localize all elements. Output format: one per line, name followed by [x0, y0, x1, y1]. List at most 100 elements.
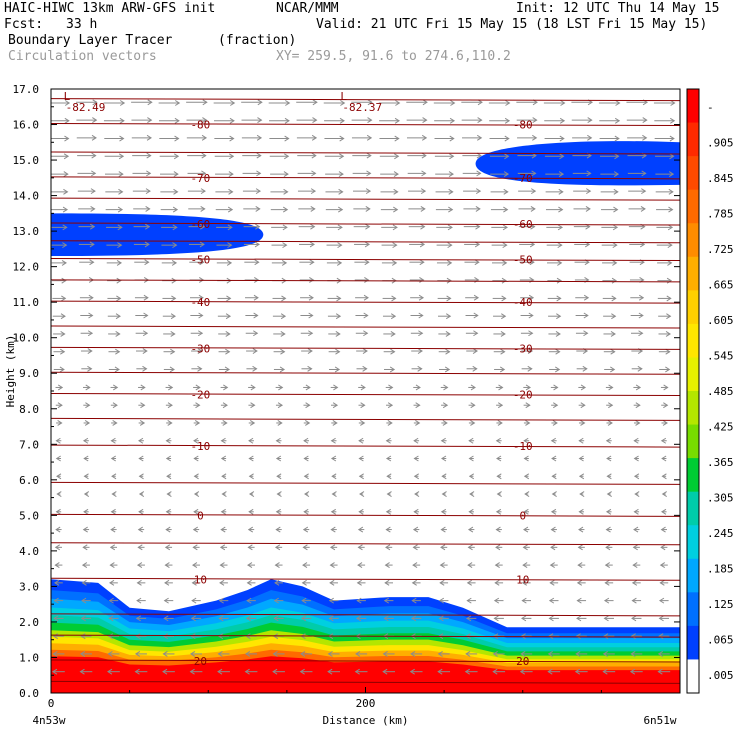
vector-head — [547, 668, 553, 675]
vector-head — [138, 508, 144, 515]
circulation-vector — [134, 294, 149, 301]
vector-head — [362, 365, 368, 372]
circulation-vector — [439, 562, 448, 569]
colorbar-swatch — [687, 625, 699, 660]
vector-head — [366, 134, 373, 141]
vector-head — [169, 366, 175, 373]
vector-head — [447, 224, 453, 231]
circulation-vector — [551, 420, 558, 426]
colorbar-label: .845 — [707, 172, 734, 185]
circulation-vector — [330, 508, 337, 515]
circulation-vector — [436, 242, 453, 249]
circulation-vector — [243, 223, 261, 230]
circulation-vector — [248, 384, 256, 391]
vector-head — [642, 117, 648, 124]
circulation-vector — [138, 437, 144, 444]
vector-head — [134, 650, 141, 657]
contour-label: 0 — [197, 509, 204, 522]
vector-head — [444, 366, 451, 373]
circulation-vector — [247, 526, 255, 533]
vector-head — [418, 294, 425, 301]
vector-head — [357, 562, 363, 569]
vector-head — [467, 544, 473, 551]
vector-head — [611, 277, 618, 284]
circulation-vector — [383, 597, 394, 604]
circulation-vector — [187, 170, 207, 177]
circulation-vector — [440, 544, 448, 551]
circulation-vector — [301, 348, 313, 354]
vector-head — [440, 526, 446, 533]
circulation-vector — [138, 491, 145, 497]
vector-head — [502, 242, 508, 249]
vector-head — [162, 633, 169, 640]
circulation-vector — [107, 295, 122, 302]
vector-head — [310, 205, 316, 212]
circulation-vector — [605, 384, 614, 391]
circulation-vector — [107, 650, 120, 657]
vector-head — [57, 402, 63, 409]
circulation-vector — [135, 330, 149, 337]
circulation-vector — [409, 259, 425, 266]
circulation-vector — [303, 473, 309, 480]
circulation-vector — [654, 117, 676, 124]
circulation-vector — [630, 650, 643, 657]
vector-head — [220, 455, 227, 462]
circulation-vector — [408, 205, 426, 212]
vector-head — [413, 437, 419, 444]
vector-head — [229, 135, 235, 142]
circulation-vector — [464, 259, 480, 266]
circulation-vector — [326, 242, 343, 249]
vector-head — [354, 668, 360, 675]
circulation-vector — [83, 384, 91, 391]
circulation-vector — [323, 100, 346, 106]
vector-head — [135, 615, 141, 622]
vector-head — [250, 384, 256, 391]
circulation-vector — [661, 473, 667, 480]
circulation-vector — [82, 526, 90, 533]
circulation-vector — [660, 437, 667, 444]
circulation-vector — [215, 206, 234, 213]
circulation-vector — [158, 100, 181, 106]
y-tick-label: 14.0 — [13, 190, 40, 203]
vector-head — [575, 650, 581, 657]
vector-head — [52, 633, 59, 640]
circulation-vector — [242, 152, 262, 159]
circulation-vector — [462, 134, 483, 141]
vector-head — [528, 330, 534, 337]
vector-head — [532, 117, 538, 124]
circulation-vector — [299, 259, 315, 266]
circulation-vector — [109, 579, 118, 586]
low-marker-symbol: L — [64, 90, 71, 103]
circulation-vector — [136, 597, 146, 604]
circulation-vector — [523, 437, 530, 444]
circulation-vector — [436, 224, 453, 231]
circulation-vector — [53, 348, 66, 355]
vector-head — [198, 312, 204, 319]
circulation-vector — [245, 312, 259, 319]
vector-head — [421, 134, 428, 141]
vector-head — [366, 152, 372, 159]
vector-head — [630, 650, 636, 657]
circulation-vector — [493, 331, 506, 337]
y-tick-label: 4.0 — [19, 545, 39, 558]
circulation-vector — [271, 242, 288, 249]
colorbar-label: .305 — [707, 492, 734, 505]
vector-head — [356, 579, 362, 586]
vector-head — [79, 650, 86, 657]
circulation-vector — [158, 117, 180, 124]
circulation-vector — [330, 402, 339, 409]
circulation-vector — [660, 384, 669, 391]
upper-tracer-patch-1 — [475, 141, 680, 186]
vector-head — [256, 152, 262, 159]
vector-head — [221, 473, 227, 480]
vector-head — [657, 650, 664, 657]
circulation-vector — [548, 633, 560, 640]
circulation-vector — [83, 455, 89, 462]
circulation-vector — [108, 597, 119, 604]
circulation-vector — [661, 455, 667, 462]
vector-head — [82, 544, 88, 551]
circulation-vector — [658, 633, 670, 640]
vector-head — [497, 402, 504, 409]
circulation-vector — [520, 294, 535, 301]
vector-head — [476, 134, 483, 141]
